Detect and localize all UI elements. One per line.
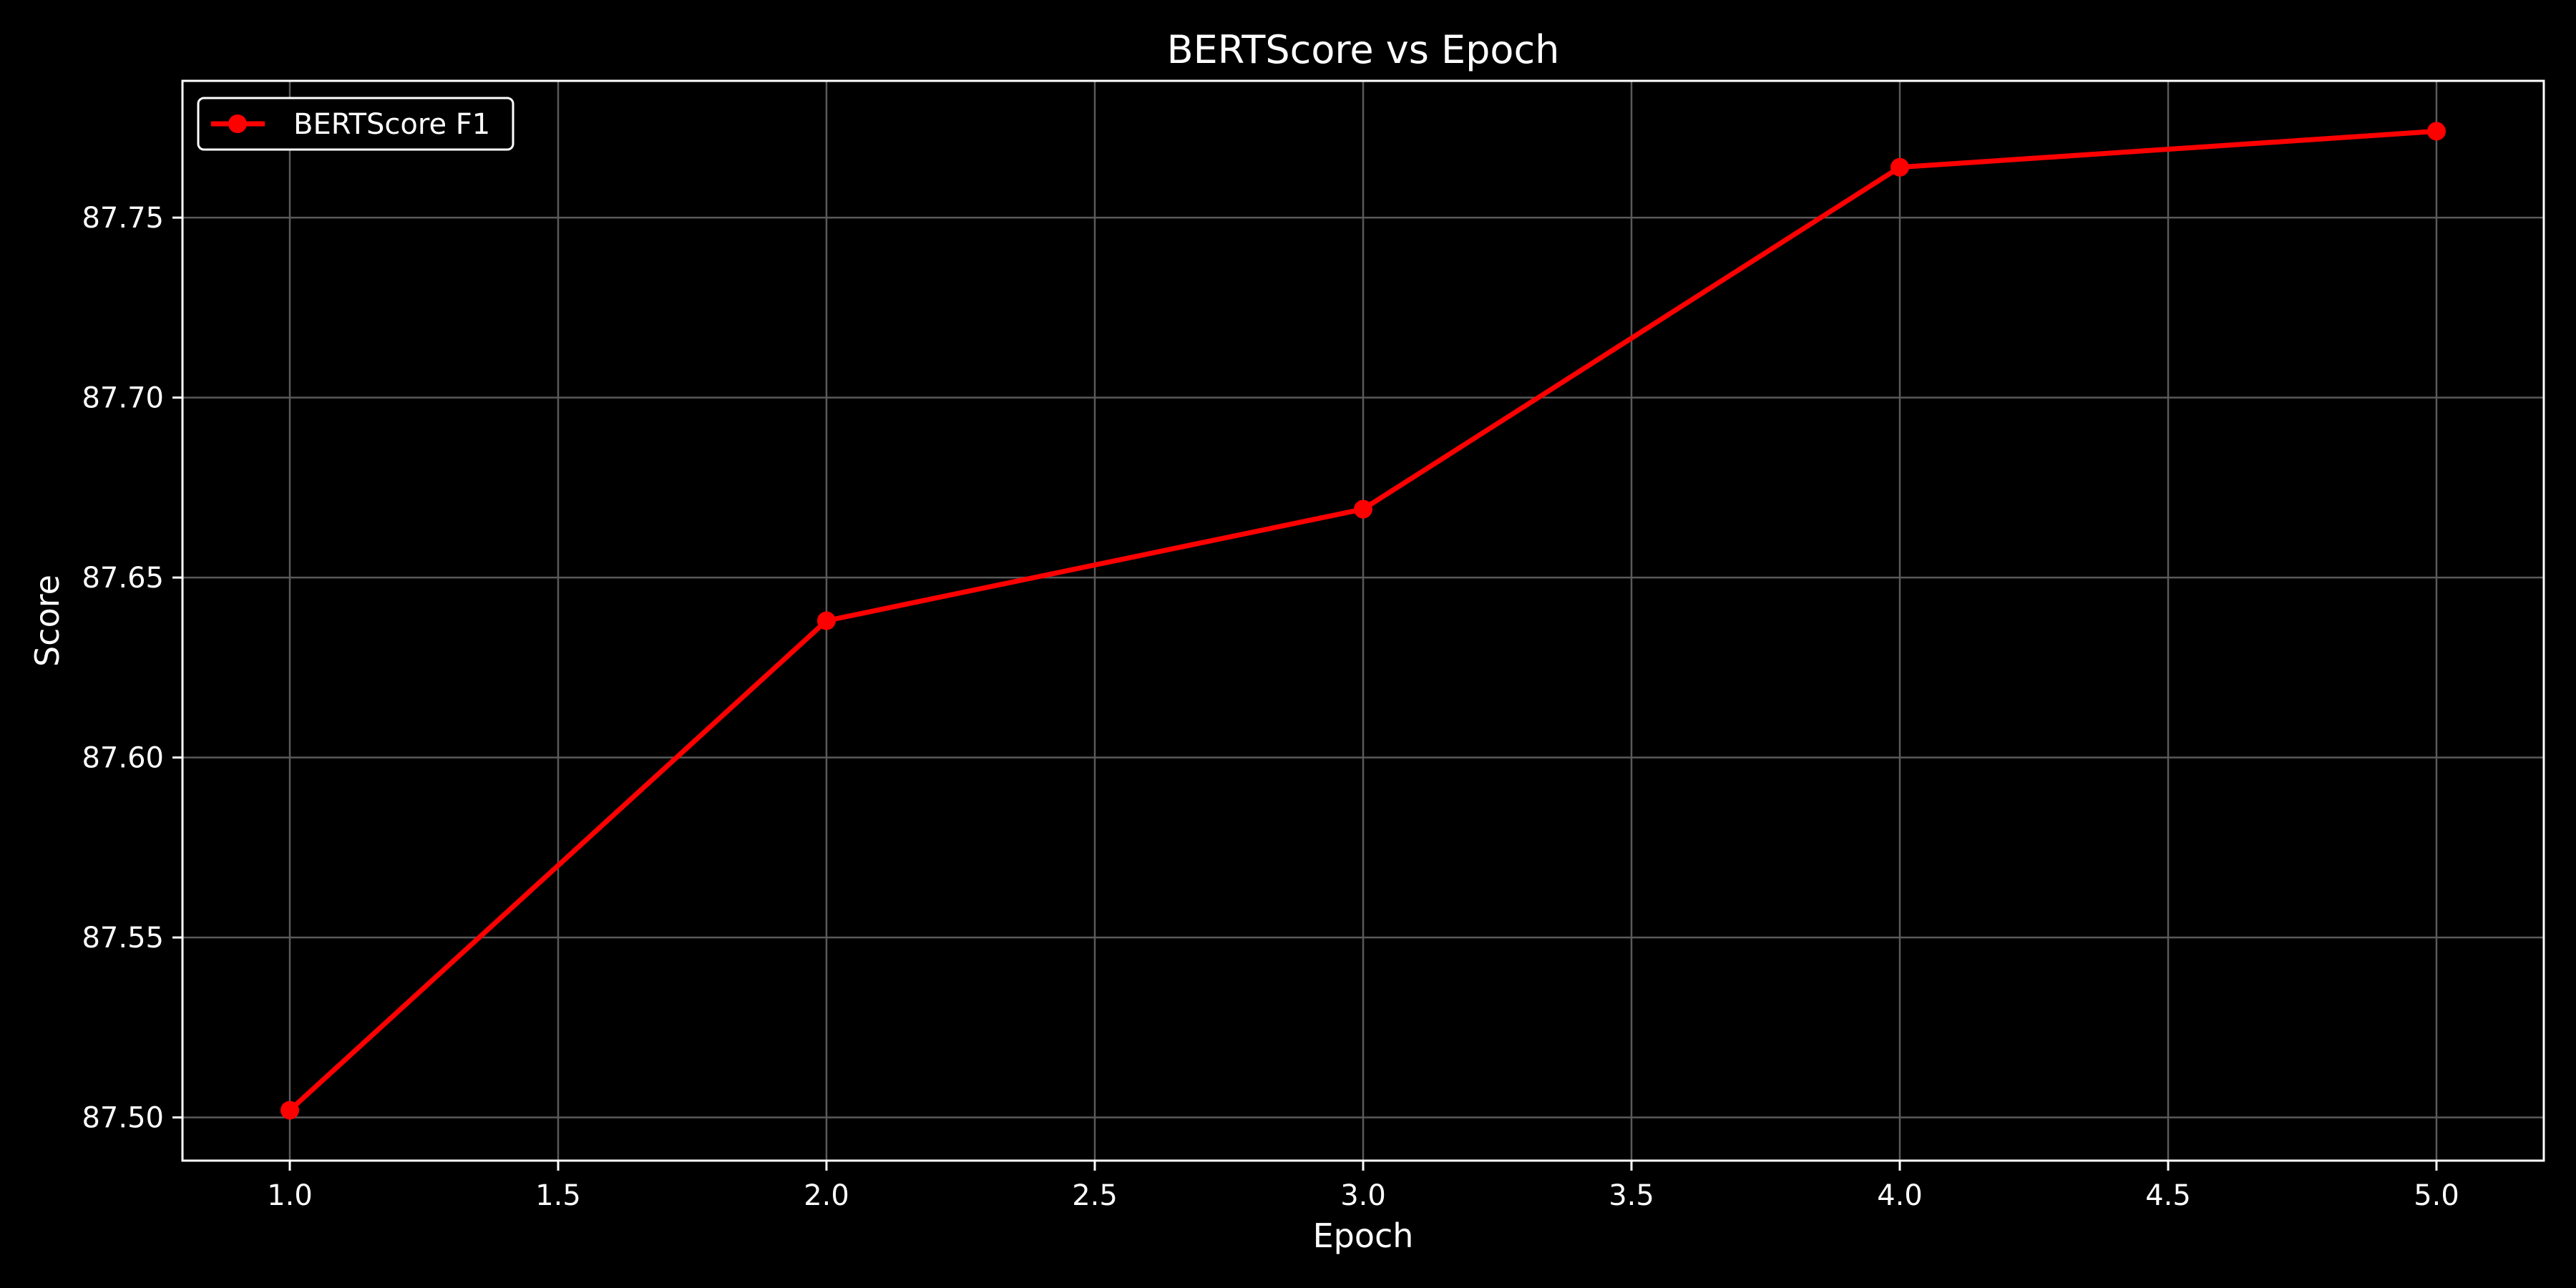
chart-title: BERTScore vs Epoch [1167, 27, 1560, 72]
data-point [817, 611, 836, 630]
y-tick-label: 87.65 [82, 562, 164, 595]
x-axis-label: Epoch [1313, 1216, 1414, 1255]
x-tick-label: 4.0 [1877, 1179, 1923, 1212]
y-tick-label: 87.75 [82, 202, 164, 235]
legend-box [197, 97, 514, 151]
legend-marker-swatch [228, 114, 247, 133]
data-point [1354, 499, 1372, 519]
legend: BERTScore F1 [197, 97, 514, 151]
y-tick-label: 87.60 [82, 742, 164, 775]
x-tick-label: 1.0 [267, 1179, 313, 1212]
x-tick-label: 4.5 [2145, 1179, 2191, 1212]
data-point [2427, 122, 2446, 141]
data-point [1890, 157, 1909, 177]
series-layer [280, 122, 2446, 1120]
x-tick-label: 5.0 [2414, 1179, 2459, 1212]
grid [182, 81, 2544, 1161]
x-tick-label: 2.0 [804, 1179, 849, 1212]
ticks: 1.0 1.5 2.0 2.5 3.0 3.5 4.0 4.5 5.0 87.50 87.55 87.… [82, 202, 2459, 1212]
data-point [280, 1101, 299, 1120]
x-tick-label: 3.0 [1340, 1179, 1386, 1212]
x-tick-label: 3.5 [1609, 1179, 1654, 1212]
x-tick-label: 1.5 [535, 1179, 581, 1212]
y-axis-label: Score [28, 575, 67, 667]
y-tick-label: 87.70 [82, 382, 164, 415]
legend-entry-label: BERTScore F1 [293, 108, 490, 141]
y-tick-label: 87.55 [82, 922, 164, 955]
y-tick-label: 87.50 [82, 1102, 164, 1135]
x-tick-label: 2.5 [1072, 1179, 1118, 1212]
